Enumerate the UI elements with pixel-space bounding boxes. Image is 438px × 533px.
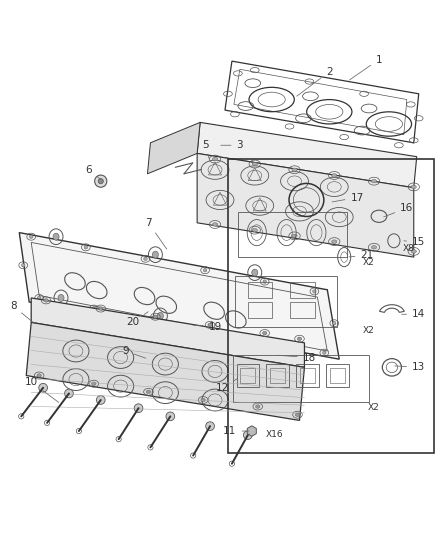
Ellipse shape bbox=[411, 249, 417, 253]
Ellipse shape bbox=[212, 157, 218, 161]
Bar bbox=[296, 364, 319, 387]
Text: 5: 5 bbox=[202, 140, 209, 159]
Ellipse shape bbox=[411, 185, 417, 189]
Text: 19: 19 bbox=[193, 321, 222, 332]
Ellipse shape bbox=[256, 405, 260, 408]
Ellipse shape bbox=[152, 318, 155, 322]
Ellipse shape bbox=[39, 383, 47, 392]
Text: 16: 16 bbox=[384, 203, 413, 217]
Ellipse shape bbox=[313, 289, 316, 293]
Text: X2: X2 bbox=[363, 259, 375, 267]
Ellipse shape bbox=[152, 251, 159, 258]
Bar bbox=[228, 159, 434, 453]
Ellipse shape bbox=[203, 269, 207, 272]
Polygon shape bbox=[197, 123, 417, 188]
Text: 7: 7 bbox=[145, 218, 167, 249]
Ellipse shape bbox=[37, 296, 41, 300]
Ellipse shape bbox=[262, 332, 267, 335]
Text: X8: X8 bbox=[403, 245, 415, 253]
Ellipse shape bbox=[371, 180, 377, 183]
Text: 18: 18 bbox=[277, 352, 316, 362]
Ellipse shape bbox=[268, 340, 272, 343]
Ellipse shape bbox=[96, 395, 105, 405]
Ellipse shape bbox=[297, 337, 302, 341]
Ellipse shape bbox=[201, 398, 205, 402]
Ellipse shape bbox=[292, 168, 297, 172]
Bar bbox=[247, 282, 272, 297]
Bar bbox=[300, 368, 315, 383]
Text: X2: X2 bbox=[363, 326, 375, 335]
Text: 14: 14 bbox=[402, 309, 425, 319]
Ellipse shape bbox=[146, 390, 151, 393]
Ellipse shape bbox=[244, 431, 252, 440]
Ellipse shape bbox=[295, 413, 300, 416]
Text: 21: 21 bbox=[349, 251, 374, 261]
Polygon shape bbox=[26, 322, 304, 421]
Ellipse shape bbox=[92, 307, 95, 310]
Polygon shape bbox=[31, 298, 304, 367]
Polygon shape bbox=[197, 154, 414, 257]
Bar bbox=[237, 364, 259, 387]
Ellipse shape bbox=[212, 223, 218, 226]
Ellipse shape bbox=[134, 404, 143, 413]
Ellipse shape bbox=[157, 312, 163, 319]
Ellipse shape bbox=[252, 269, 258, 276]
Text: 6: 6 bbox=[85, 165, 101, 180]
Text: 2: 2 bbox=[297, 67, 332, 96]
Ellipse shape bbox=[53, 233, 59, 240]
Ellipse shape bbox=[166, 412, 175, 421]
Ellipse shape bbox=[84, 246, 88, 249]
Text: 9: 9 bbox=[122, 346, 146, 358]
Ellipse shape bbox=[29, 235, 33, 238]
Text: 15: 15 bbox=[404, 237, 425, 247]
Bar bbox=[326, 364, 349, 387]
Ellipse shape bbox=[211, 330, 215, 333]
Ellipse shape bbox=[44, 298, 48, 302]
Polygon shape bbox=[31, 243, 327, 351]
Polygon shape bbox=[247, 426, 256, 436]
Ellipse shape bbox=[37, 374, 41, 377]
Text: 10: 10 bbox=[25, 377, 59, 402]
Bar bbox=[290, 302, 314, 318]
Polygon shape bbox=[19, 232, 339, 359]
Ellipse shape bbox=[263, 280, 266, 284]
Bar bbox=[330, 368, 345, 383]
Ellipse shape bbox=[252, 229, 258, 232]
Bar bbox=[247, 302, 272, 318]
Text: 11: 11 bbox=[223, 426, 249, 436]
Text: 3: 3 bbox=[221, 140, 243, 150]
Text: 13: 13 bbox=[395, 362, 425, 373]
Ellipse shape bbox=[371, 246, 377, 249]
Text: 12: 12 bbox=[215, 378, 237, 393]
Ellipse shape bbox=[144, 257, 147, 261]
Ellipse shape bbox=[292, 234, 297, 238]
Text: X16: X16 bbox=[266, 430, 283, 439]
Text: X2: X2 bbox=[368, 403, 380, 412]
Ellipse shape bbox=[58, 294, 64, 302]
Text: 8: 8 bbox=[10, 301, 34, 323]
Bar bbox=[270, 368, 285, 383]
Ellipse shape bbox=[153, 315, 158, 318]
Polygon shape bbox=[148, 123, 200, 174]
Ellipse shape bbox=[98, 179, 103, 184]
Ellipse shape bbox=[332, 240, 337, 244]
Ellipse shape bbox=[332, 174, 337, 177]
Bar bbox=[290, 282, 314, 297]
Bar bbox=[266, 364, 289, 387]
Ellipse shape bbox=[322, 351, 326, 354]
Ellipse shape bbox=[208, 323, 212, 327]
Ellipse shape bbox=[99, 307, 103, 310]
Text: 20: 20 bbox=[126, 312, 148, 327]
Ellipse shape bbox=[332, 321, 336, 325]
Text: 17: 17 bbox=[332, 192, 364, 203]
Ellipse shape bbox=[21, 263, 25, 267]
Ellipse shape bbox=[92, 382, 96, 385]
Ellipse shape bbox=[252, 162, 258, 166]
Bar bbox=[240, 368, 255, 383]
Ellipse shape bbox=[95, 175, 107, 187]
Ellipse shape bbox=[206, 422, 215, 431]
Text: 1: 1 bbox=[350, 54, 382, 80]
Ellipse shape bbox=[65, 389, 73, 398]
